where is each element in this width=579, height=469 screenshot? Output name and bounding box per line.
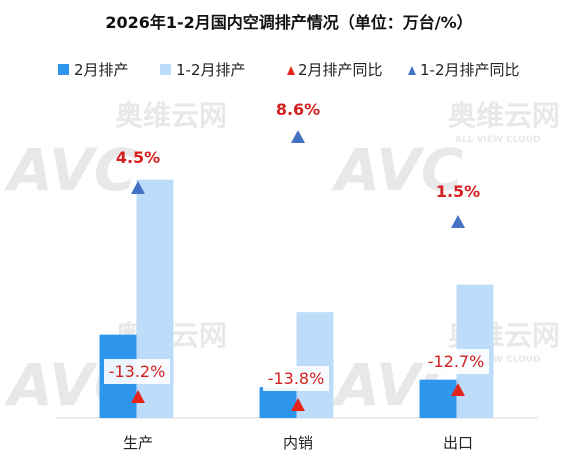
bar-monthly-2 (419, 379, 457, 418)
yoy-monthly-label: -12.7% (428, 352, 485, 371)
yoy-cumulative-label: 4.5% (116, 148, 160, 167)
bar-cumulative-1 (296, 312, 334, 418)
yoy-monthly-label-box (104, 359, 170, 384)
yoy-monthly-label: -13.2% (109, 362, 166, 381)
watermark-name: 奥维云网 (448, 99, 560, 132)
yoy-monthly-marker (451, 383, 465, 396)
yoy-cumulative-label: 8.6% (276, 100, 320, 119)
yoy-monthly-label-box (423, 349, 489, 374)
legend-label-cumulative: 1-2月排产 (176, 61, 246, 79)
yoy-cumulative-marker (451, 215, 465, 228)
watermark-group: AVC 奥维云网 AVC 奥维云网 ALL VIEW CLOUD AVC 奥维云… (4, 99, 560, 419)
watermark-brand: AVC (331, 136, 463, 204)
legend-swatch-monthly (58, 64, 69, 75)
legend-label-monthly-yoy: 2月排产同比 (298, 61, 383, 79)
category-labels: 生产 内销 出口 (123, 434, 473, 452)
legend-label-monthly: 2月排产 (74, 61, 129, 79)
yoy-cumulative-marker (131, 181, 145, 194)
category-label: 生产 (123, 434, 153, 452)
yoy-markers: 4.5% 8.6% 1.5% -13.2% -13.8% -12.7% (104, 100, 489, 411)
yoy-cumulative-label: 1.5% (436, 182, 480, 201)
yoy-monthly-label-box (263, 366, 329, 391)
chart-title: 2026年1-2月国内空调排产情况（单位：万台/%） (105, 13, 472, 32)
category-label: 内销 (283, 434, 313, 452)
watermark-sub: ALL VIEW CLOUD (455, 135, 541, 145)
legend-marker-monthly-yoy (287, 66, 295, 75)
watermark-name: 奥维云网 (115, 99, 227, 132)
yoy-monthly-label: -13.8% (268, 369, 325, 388)
bar-monthly-1 (259, 387, 297, 418)
yoy-cumulative-marker (291, 130, 305, 143)
legend-swatch-cumulative (160, 64, 171, 75)
legend-label-cumulative-yoy: 1-2月排产同比 (420, 61, 520, 79)
legend: 2月排产 1-2月排产 2月排产同比 1-2月排产同比 (58, 61, 520, 79)
category-label: 出口 (443, 434, 473, 452)
watermark-sub: ALL VIEW CLOUD (455, 355, 541, 365)
yoy-monthly-marker (131, 390, 145, 403)
watermark-brand: AVC (4, 136, 136, 204)
legend-marker-cumulative-yoy (408, 66, 416, 75)
yoy-monthly-marker (291, 398, 305, 411)
